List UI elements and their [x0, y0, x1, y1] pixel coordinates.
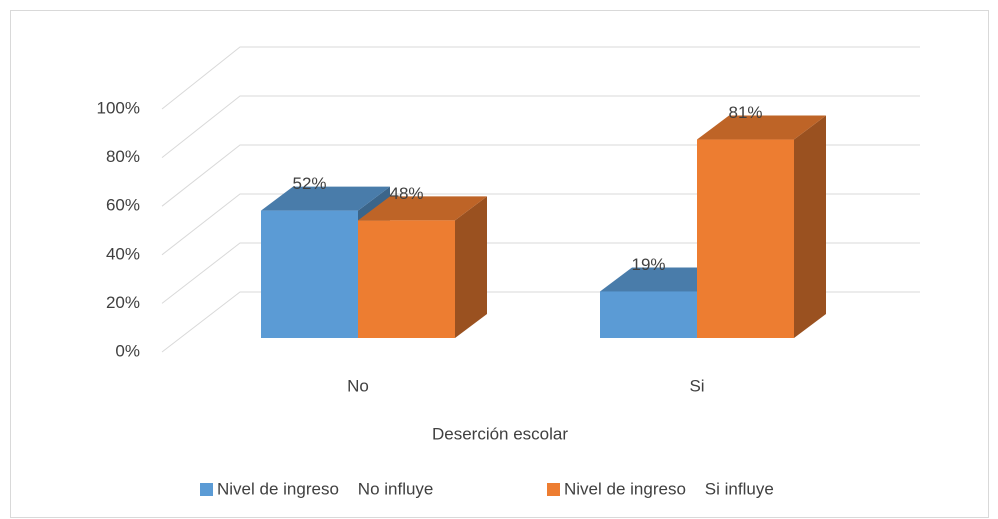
legend-label: Nivel de ingreso No influye	[217, 479, 433, 498]
grid-line	[161, 95, 920, 158]
bar-top	[358, 196, 487, 221]
bar	[697, 139, 794, 338]
y-tick-label: 40%	[106, 244, 140, 263]
bar-top	[600, 267, 729, 292]
grid-line	[161, 144, 920, 207]
data-label: 19%	[631, 255, 665, 274]
bar	[600, 291, 697, 338]
x-tick-label: No	[347, 376, 369, 395]
bar-side	[455, 196, 487, 338]
grid-line	[161, 46, 920, 110]
grid-line	[161, 193, 920, 256]
y-tick-label: 60%	[106, 196, 140, 215]
grid-line	[161, 242, 920, 304]
y-tick-label: 0%	[115, 341, 140, 360]
bar-top	[697, 115, 826, 140]
data-label: 48%	[389, 184, 423, 203]
legend-swatch	[547, 483, 560, 496]
x-axis-title: Deserción escolar	[432, 424, 568, 443]
data-label: 52%	[292, 174, 326, 193]
legend-label: Nivel de ingreso Si influye	[564, 479, 774, 498]
bar	[261, 210, 358, 338]
data-label: 81%	[728, 103, 762, 122]
bar	[358, 220, 455, 338]
bar-side	[794, 115, 826, 338]
bar-top	[261, 186, 390, 211]
x-tick-label: Si	[689, 376, 704, 395]
legend-swatch	[200, 483, 213, 496]
y-tick-label: 100%	[97, 98, 140, 117]
y-tick-label: 20%	[106, 293, 140, 312]
y-tick-label: 80%	[106, 147, 140, 166]
